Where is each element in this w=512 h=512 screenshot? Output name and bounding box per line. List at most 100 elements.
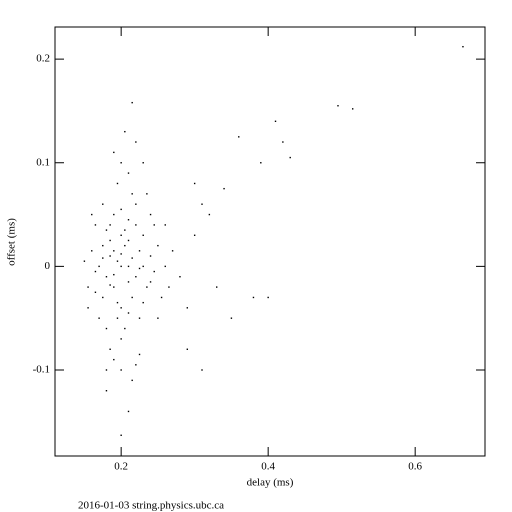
point <box>94 291 97 293</box>
point <box>120 369 122 371</box>
point <box>131 193 133 195</box>
point <box>127 281 130 283</box>
point <box>230 317 233 319</box>
y-tick-label: -0.1 <box>33 364 50 376</box>
point <box>124 229 126 231</box>
point <box>157 244 159 247</box>
x-axis-label: delay (ms) <box>247 477 294 489</box>
point <box>124 130 126 133</box>
point <box>105 369 108 371</box>
x-tick-label: 0.4 <box>261 461 275 473</box>
point <box>102 257 104 259</box>
point <box>142 234 144 236</box>
point <box>109 284 111 286</box>
point <box>113 250 115 252</box>
point <box>193 182 196 185</box>
point <box>113 151 115 154</box>
point <box>127 172 130 174</box>
point <box>87 286 89 288</box>
point <box>124 327 126 330</box>
point <box>105 229 108 231</box>
footer: 2016-01-03 string.physics.ubc.ca <box>78 500 224 512</box>
point <box>138 250 141 252</box>
point <box>116 317 119 319</box>
point <box>216 286 218 288</box>
point <box>120 307 122 309</box>
point <box>116 301 119 304</box>
point <box>274 120 277 122</box>
y-tick-label: 0.1 <box>36 156 50 168</box>
point <box>127 239 130 242</box>
point <box>168 286 170 288</box>
point <box>102 296 104 299</box>
point <box>83 260 86 262</box>
point <box>109 348 111 350</box>
point <box>138 267 141 270</box>
point <box>160 296 163 299</box>
point <box>127 265 130 268</box>
y-axis-label: offset (ms) <box>6 218 18 266</box>
point <box>127 312 130 314</box>
point <box>186 307 189 309</box>
point <box>337 105 339 107</box>
point <box>109 224 111 226</box>
point <box>201 369 203 371</box>
point <box>105 276 108 278</box>
point <box>116 182 119 185</box>
point <box>116 260 119 262</box>
point <box>142 162 144 164</box>
point <box>131 257 133 259</box>
point <box>135 224 137 226</box>
point <box>109 255 111 257</box>
point <box>98 317 100 319</box>
point <box>131 101 133 104</box>
point <box>201 203 203 205</box>
point <box>208 213 211 216</box>
point <box>120 162 122 164</box>
point <box>157 317 159 319</box>
point <box>135 364 137 366</box>
point <box>102 244 104 247</box>
point <box>120 253 122 255</box>
point <box>120 434 122 436</box>
point <box>164 265 166 268</box>
point <box>252 296 255 299</box>
point <box>105 390 108 392</box>
x-tick-label: 0.6 <box>408 461 422 473</box>
point <box>102 203 104 205</box>
point <box>260 162 262 164</box>
point <box>135 203 137 205</box>
point <box>91 213 93 216</box>
point <box>153 270 155 273</box>
point <box>138 317 141 319</box>
point <box>282 141 284 143</box>
point <box>135 141 137 143</box>
point <box>131 296 133 299</box>
point <box>351 108 354 110</box>
point <box>149 213 152 216</box>
point <box>238 136 240 138</box>
point <box>179 276 181 278</box>
point <box>109 239 111 242</box>
point <box>127 410 130 413</box>
plot-frame <box>54 26 486 457</box>
point <box>142 265 144 268</box>
point <box>223 187 225 190</box>
point <box>120 208 122 211</box>
point <box>94 270 97 273</box>
point <box>124 244 126 247</box>
point <box>113 213 115 216</box>
point <box>193 234 196 236</box>
point <box>289 156 291 159</box>
point <box>113 358 115 361</box>
point <box>113 286 115 288</box>
point <box>113 273 115 276</box>
point <box>164 224 166 226</box>
y-tick-label: 0 <box>45 260 51 272</box>
point <box>186 348 189 350</box>
point <box>142 301 144 304</box>
point <box>120 265 122 268</box>
point <box>153 224 155 226</box>
point <box>87 307 89 309</box>
